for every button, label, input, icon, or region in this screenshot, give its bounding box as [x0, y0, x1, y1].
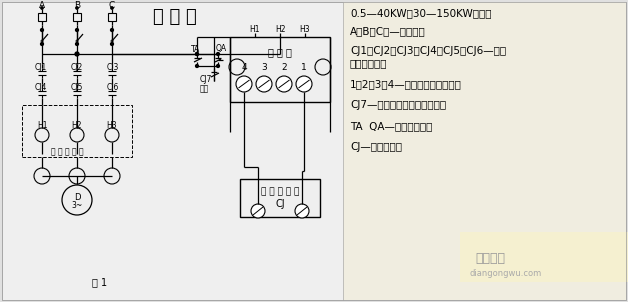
Circle shape — [75, 52, 79, 56]
Circle shape — [111, 7, 114, 9]
Text: 4: 4 — [241, 63, 247, 72]
Text: 接 线 图: 接 线 图 — [153, 8, 197, 26]
Circle shape — [111, 43, 114, 46]
Text: CJ2: CJ2 — [71, 63, 83, 72]
Bar — [343, 2, 626, 300]
Text: CJ3: CJ3 — [107, 63, 119, 72]
Bar — [230, 37, 330, 102]
Text: 接触器主触头: 接触器主触头 — [350, 58, 387, 68]
Text: 接 触 器 线 圈: 接 触 器 线 圈 — [261, 188, 299, 197]
Text: H1: H1 — [250, 24, 260, 34]
Text: D: D — [73, 192, 80, 201]
Text: B: B — [74, 2, 80, 11]
Text: QA: QA — [216, 44, 227, 53]
Circle shape — [75, 7, 78, 9]
Text: H3: H3 — [107, 121, 117, 130]
Circle shape — [217, 65, 220, 68]
Bar — [73, 13, 81, 21]
Text: CJ1、CJ2、CJ3、CJ4、CJ5、CJ6—交流: CJ1、CJ2、CJ3、CJ4、CJ5、CJ6—交流 — [350, 46, 506, 56]
Circle shape — [40, 43, 43, 46]
Bar — [240, 179, 320, 217]
Circle shape — [75, 28, 78, 31]
Text: CJ7: CJ7 — [200, 76, 212, 85]
Text: 穿 过 导 线 孔: 穿 过 导 线 孔 — [51, 147, 84, 156]
Circle shape — [296, 76, 312, 92]
Circle shape — [195, 65, 198, 68]
Text: C: C — [109, 2, 115, 11]
Circle shape — [111, 28, 114, 31]
Text: A: A — [39, 2, 45, 11]
Text: TA  QA—停止起动按鈕: TA QA—停止起动按鈕 — [350, 121, 432, 131]
Circle shape — [251, 204, 265, 218]
Circle shape — [75, 43, 78, 46]
Circle shape — [195, 53, 198, 56]
Circle shape — [217, 53, 220, 56]
Text: 3: 3 — [261, 63, 267, 72]
Bar — [38, 13, 46, 21]
Text: 2: 2 — [281, 63, 287, 72]
Circle shape — [256, 76, 272, 92]
Circle shape — [236, 76, 252, 92]
Text: CJ6: CJ6 — [107, 83, 119, 92]
Text: 电工之屋: 电工之屋 — [475, 252, 505, 265]
Text: H2: H2 — [72, 121, 82, 130]
Text: 3~: 3~ — [72, 201, 83, 210]
Text: CJ4: CJ4 — [35, 83, 47, 92]
Bar — [108, 13, 116, 21]
Text: CJ—接触器线圈: CJ—接触器线圈 — [350, 142, 402, 152]
Text: H1: H1 — [37, 121, 47, 130]
Text: CJ7—交流接触器辅助常开触头: CJ7—交流接触器辅助常开触头 — [350, 100, 446, 110]
Text: CJ: CJ — [275, 199, 285, 209]
Bar — [22, 105, 132, 157]
Text: 自锁: 自锁 — [200, 85, 209, 94]
Text: TA: TA — [191, 44, 200, 53]
Bar — [460, 232, 628, 282]
Text: 1、2、3、4—保护器接线端子号码: 1、2、3、4—保护器接线端子号码 — [350, 79, 462, 89]
Circle shape — [276, 76, 292, 92]
Text: 1: 1 — [301, 63, 307, 72]
Circle shape — [40, 7, 43, 9]
Text: 图 1: 图 1 — [92, 277, 107, 287]
Text: 保 护 器: 保 护 器 — [268, 47, 292, 57]
Text: A、B、C、—三相电源: A、B、C、—三相电源 — [350, 26, 426, 36]
Text: H2: H2 — [275, 24, 285, 34]
Circle shape — [195, 53, 198, 56]
Text: CJ5: CJ5 — [71, 83, 83, 92]
Text: diangongwu.com: diangongwu.com — [470, 269, 542, 278]
Circle shape — [40, 28, 43, 31]
Circle shape — [295, 204, 309, 218]
Text: CJ1: CJ1 — [35, 63, 47, 72]
Text: 0.5—40KW、30—150KW接线图: 0.5—40KW、30—150KW接线图 — [350, 8, 492, 18]
Text: H3: H3 — [300, 24, 310, 34]
